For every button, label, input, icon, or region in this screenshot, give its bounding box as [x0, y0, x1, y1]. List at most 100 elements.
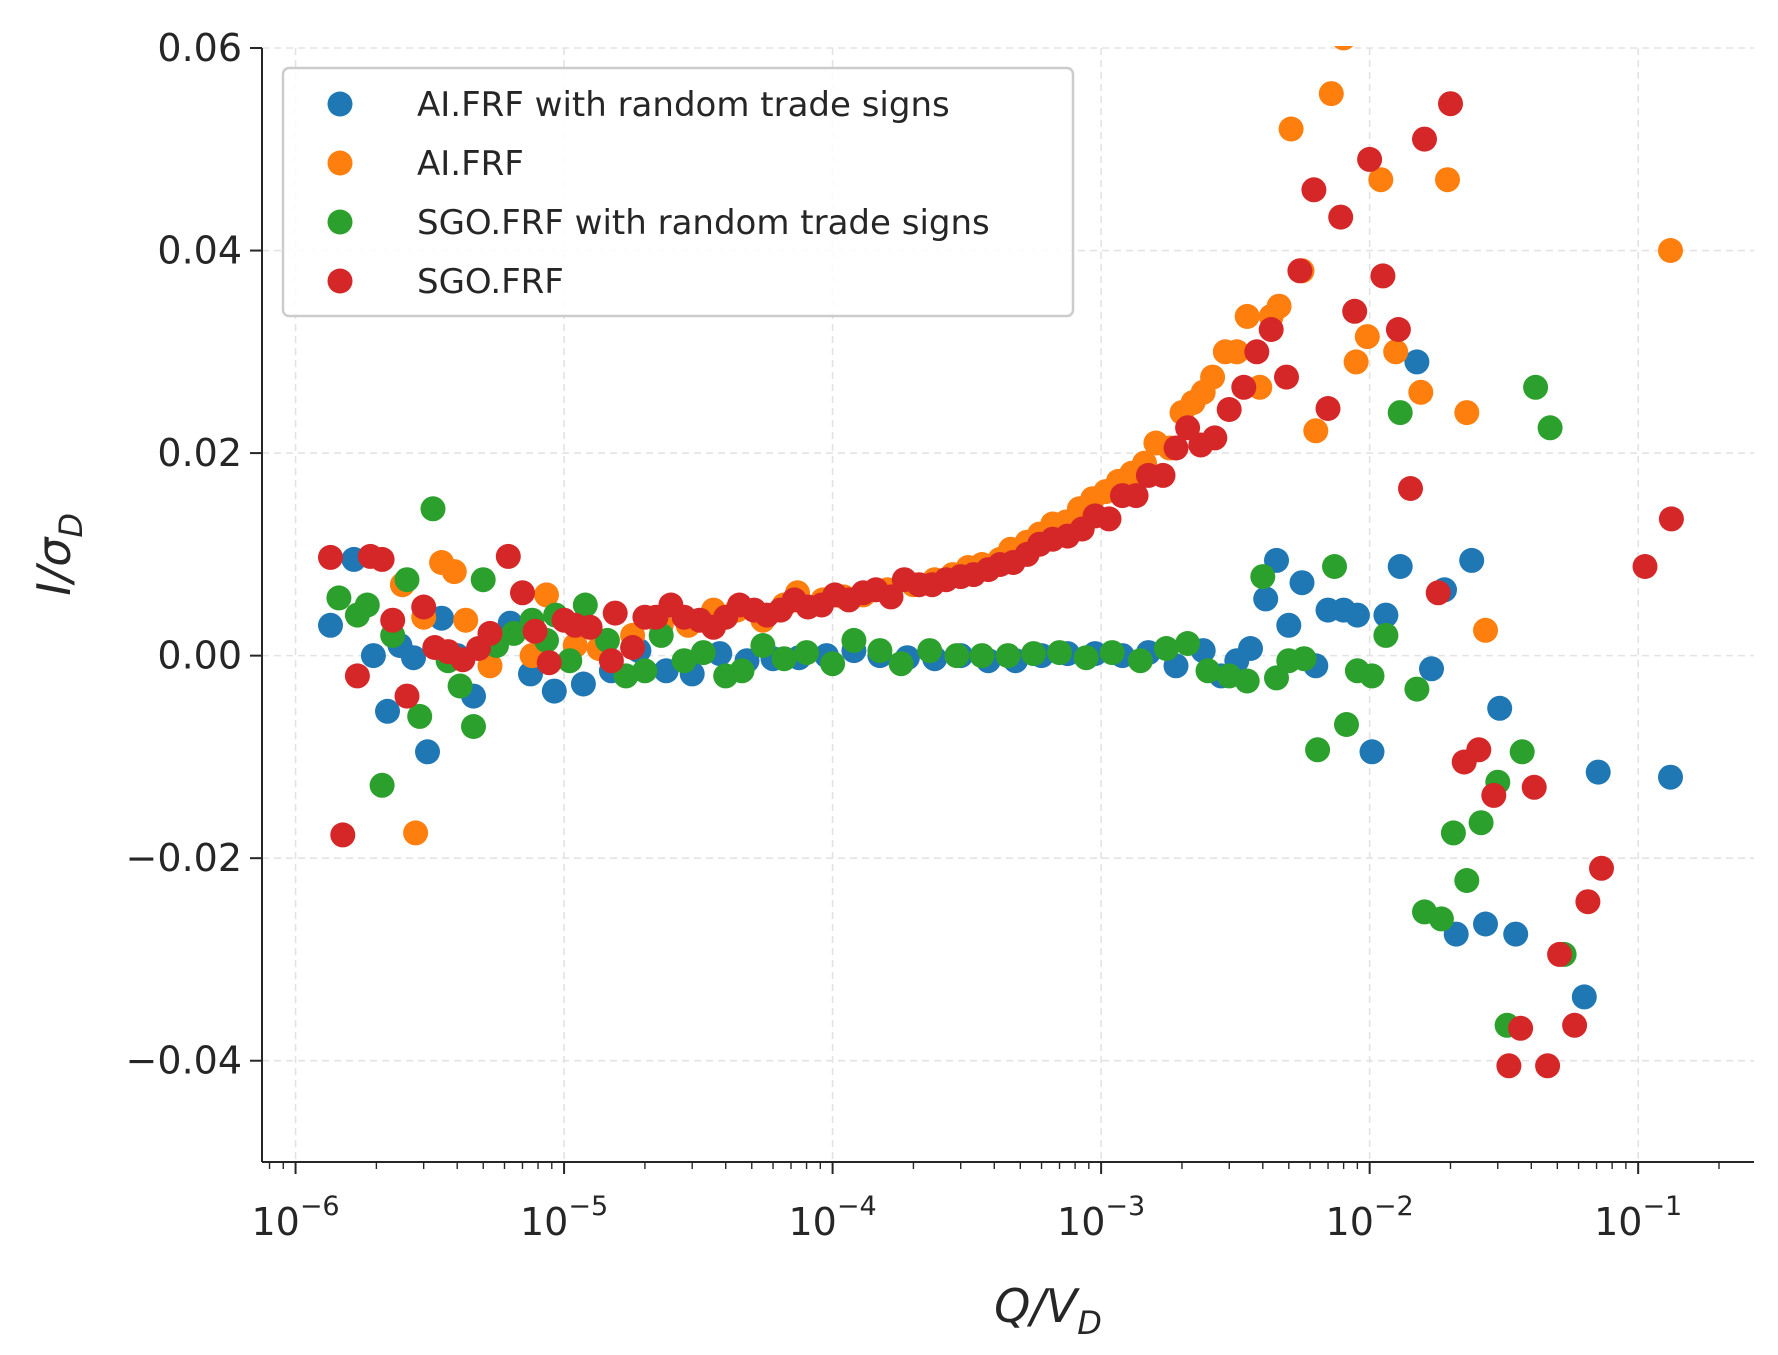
data-point	[394, 683, 420, 709]
data-point	[318, 544, 343, 570]
data-point	[375, 698, 400, 724]
data-point	[522, 618, 548, 644]
data-point	[1258, 317, 1284, 342]
data-point	[461, 714, 486, 739]
data-point	[360, 643, 386, 669]
data-point	[1412, 126, 1437, 152]
data-point	[1334, 46, 1354, 51]
data-point	[820, 651, 846, 677]
data-point	[344, 663, 370, 689]
data-point	[1425, 580, 1451, 606]
data-point	[1658, 764, 1683, 790]
data-point	[1481, 782, 1507, 808]
data-point	[411, 594, 437, 620]
data-point	[729, 658, 755, 684]
data-point	[1021, 641, 1046, 667]
y-tick-label: 0.02	[157, 431, 242, 475]
data-point	[1334, 712, 1359, 737]
data-point	[1357, 146, 1383, 172]
data-point	[1575, 889, 1601, 915]
data-point	[557, 648, 583, 674]
data-point	[1328, 204, 1354, 230]
x-axis-title: Q/VD	[994, 1279, 1102, 1342]
data-point	[1234, 303, 1260, 329]
data-point	[995, 643, 1021, 669]
data-point	[1153, 636, 1179, 661]
data-point	[1435, 167, 1460, 193]
data-point	[1274, 364, 1299, 390]
data-point	[598, 648, 624, 674]
data-point	[1466, 737, 1492, 763]
data-point	[1224, 339, 1250, 365]
data-point	[794, 640, 820, 666]
data-point	[330, 822, 356, 848]
data-point	[1289, 570, 1315, 596]
data-point	[1127, 648, 1153, 674]
data-point	[1535, 1053, 1561, 1079]
data-point	[470, 567, 496, 593]
data-point	[1238, 636, 1263, 661]
data-point	[1150, 462, 1176, 488]
data-point	[671, 648, 697, 674]
data-point	[1099, 640, 1125, 666]
data-point	[369, 772, 395, 798]
data-point	[354, 592, 380, 618]
axis-titles: Q/VD I/σD	[27, 513, 1102, 1342]
data-point	[420, 496, 446, 522]
data-point	[1473, 911, 1498, 937]
data-point	[1373, 602, 1399, 628]
data-point	[369, 546, 395, 572]
data-point	[380, 607, 406, 633]
data-point	[1387, 400, 1413, 426]
data-point	[1658, 238, 1683, 263]
data-point	[1344, 602, 1370, 628]
y-tick-label: −0.02	[126, 836, 242, 880]
y-tick-label: 0.00	[157, 634, 242, 678]
data-point	[1234, 668, 1260, 694]
data-point	[1496, 1053, 1522, 1079]
data-point	[632, 658, 658, 684]
legend-label: AI.FRF with random trade signs	[417, 85, 950, 125]
data-point	[1163, 435, 1189, 461]
data-point	[1301, 177, 1327, 203]
data-point	[1305, 737, 1331, 763]
data-point	[867, 638, 893, 664]
data-point	[570, 671, 596, 697]
data-point	[841, 627, 867, 653]
y-tick-label: 0.04	[157, 229, 242, 273]
x-tick-label: 10−3	[1057, 1191, 1145, 1244]
data-point	[1266, 293, 1292, 319]
data-point	[1175, 631, 1201, 656]
data-point	[429, 605, 455, 631]
data-point	[878, 584, 904, 610]
data-point	[1047, 640, 1072, 666]
legend-box	[281, 66, 1075, 318]
data-point	[501, 620, 527, 646]
scatter-points	[318, 46, 1684, 1079]
data-point	[1073, 645, 1099, 671]
data-point	[1473, 617, 1498, 643]
data-point	[1468, 810, 1494, 836]
data-point	[1343, 349, 1369, 375]
data-point	[441, 559, 467, 585]
data-point	[1123, 483, 1149, 509]
data-point	[1454, 400, 1480, 426]
data-point	[944, 643, 970, 669]
data-point	[394, 567, 420, 593]
legend-label: SGO.FRF with random trade signs	[417, 203, 990, 243]
data-point	[1276, 612, 1302, 638]
legend-label: SGO.FRF	[417, 262, 564, 302]
data-point	[326, 585, 352, 611]
data-point	[1562, 1012, 1588, 1038]
data-point	[1244, 339, 1270, 365]
data-point	[477, 620, 503, 646]
data-point	[407, 703, 433, 729]
legend-marker	[327, 268, 353, 294]
data-point	[750, 633, 776, 658]
x-tick-label: 10−2	[1326, 1191, 1414, 1244]
data-point	[453, 607, 479, 633]
x-tick-label: 10−4	[789, 1191, 877, 1244]
data-point	[1547, 941, 1573, 967]
data-point	[620, 635, 646, 660]
